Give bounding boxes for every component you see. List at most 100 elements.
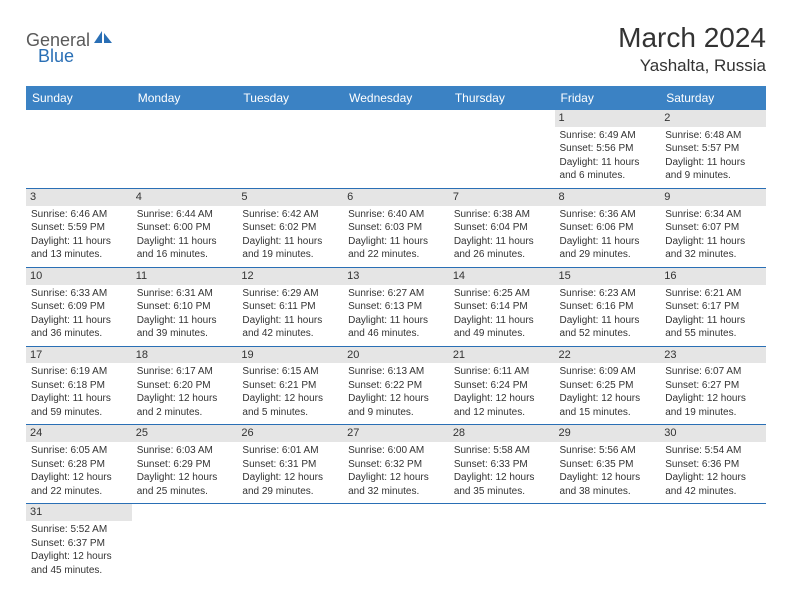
cell-line: and 35 minutes. (454, 485, 550, 499)
calendar-cell: 29Sunrise: 5:56 AMSunset: 6:35 PMDayligh… (555, 425, 661, 504)
cell-line: Daylight: 11 hours (348, 235, 444, 249)
cell-line: Sunrise: 6:38 AM (454, 208, 550, 222)
calendar-cell: 16Sunrise: 6:21 AMSunset: 6:17 PMDayligh… (660, 267, 766, 346)
calendar-cell: 26Sunrise: 6:01 AMSunset: 6:31 PMDayligh… (237, 425, 343, 504)
calendar-cell: 18Sunrise: 6:17 AMSunset: 6:20 PMDayligh… (132, 346, 238, 425)
cell-line: Sunset: 6:04 PM (454, 221, 550, 235)
cell-line: and 29 minutes. (242, 485, 338, 499)
day-number: 28 (449, 425, 555, 442)
cell-line: Sunrise: 6:29 AM (242, 287, 338, 301)
cell-line: Sunset: 6:24 PM (454, 379, 550, 393)
cell-line: Daylight: 12 hours (665, 392, 761, 406)
cell-line: Daylight: 11 hours (137, 314, 233, 328)
cell-line: Sunset: 6:09 PM (31, 300, 127, 314)
month-title: March 2024 (618, 22, 766, 54)
day-number: 3 (26, 189, 132, 206)
cell-line: Sunset: 6:32 PM (348, 458, 444, 472)
calendar-cell: 17Sunrise: 6:19 AMSunset: 6:18 PMDayligh… (26, 346, 132, 425)
cell-line: Sunset: 6:17 PM (665, 300, 761, 314)
calendar-cell: 6Sunrise: 6:40 AMSunset: 6:03 PMDaylight… (343, 188, 449, 267)
cell-line: Daylight: 11 hours (560, 156, 656, 170)
cell-line: Daylight: 11 hours (665, 235, 761, 249)
calendar-cell: 12Sunrise: 6:29 AMSunset: 6:11 PMDayligh… (237, 267, 343, 346)
cell-line: Sunrise: 6:44 AM (137, 208, 233, 222)
cell-line: and 32 minutes. (348, 485, 444, 499)
cell-line: Daylight: 12 hours (665, 471, 761, 485)
cell-line: and 32 minutes. (665, 248, 761, 262)
cell-line: and 45 minutes. (31, 564, 127, 578)
cell-line: Daylight: 12 hours (31, 550, 127, 564)
cell-line: Sunset: 6:37 PM (31, 537, 127, 551)
cell-line: and 59 minutes. (31, 406, 127, 420)
calendar-cell: 21Sunrise: 6:11 AMSunset: 6:24 PMDayligh… (449, 346, 555, 425)
cell-line: Daylight: 11 hours (242, 314, 338, 328)
cell-line: Sunrise: 6:03 AM (137, 444, 233, 458)
day-number: 26 (237, 425, 343, 442)
cell-line: Sunrise: 6:36 AM (560, 208, 656, 222)
cell-line: Sunrise: 5:54 AM (665, 444, 761, 458)
calendar-cell (26, 110, 132, 188)
cell-line: and 52 minutes. (560, 327, 656, 341)
cell-line: and 9 minutes. (665, 169, 761, 183)
day-number: 24 (26, 425, 132, 442)
day-number: 29 (555, 425, 661, 442)
cell-line: Daylight: 11 hours (665, 314, 761, 328)
calendar-cell: 3Sunrise: 6:46 AMSunset: 5:59 PMDaylight… (26, 188, 132, 267)
cell-line: Sunset: 6:00 PM (137, 221, 233, 235)
cell-line: Sunrise: 6:07 AM (665, 365, 761, 379)
cell-line: Daylight: 11 hours (454, 235, 550, 249)
cell-line: Daylight: 12 hours (242, 392, 338, 406)
cell-line: Daylight: 12 hours (454, 471, 550, 485)
calendar-cell: 24Sunrise: 6:05 AMSunset: 6:28 PMDayligh… (26, 425, 132, 504)
cell-line: Sunrise: 6:21 AM (665, 287, 761, 301)
day-number: 5 (237, 189, 343, 206)
cell-line: and 26 minutes. (454, 248, 550, 262)
cell-line: Sunrise: 6:05 AM (31, 444, 127, 458)
day-number: 7 (449, 189, 555, 206)
day-header: Sunday (26, 86, 132, 110)
cell-line: and 5 minutes. (242, 406, 338, 420)
cell-line: Sunset: 6:31 PM (242, 458, 338, 472)
day-number: 25 (132, 425, 238, 442)
logo-sail-icon (94, 30, 112, 49)
cell-line: and 42 minutes. (665, 485, 761, 499)
day-number: 23 (660, 347, 766, 364)
cell-line: Sunrise: 5:56 AM (560, 444, 656, 458)
cell-line: Sunrise: 6:23 AM (560, 287, 656, 301)
cell-line: Sunrise: 6:11 AM (454, 365, 550, 379)
cell-line: Sunset: 6:03 PM (348, 221, 444, 235)
cell-line: and 19 minutes. (665, 406, 761, 420)
calendar-cell (449, 504, 555, 582)
cell-line: Daylight: 12 hours (242, 471, 338, 485)
day-number: 4 (132, 189, 238, 206)
cell-line: Daylight: 11 hours (665, 156, 761, 170)
day-number: 12 (237, 268, 343, 285)
location: Yashalta, Russia (618, 56, 766, 76)
calendar-cell: 23Sunrise: 6:07 AMSunset: 6:27 PMDayligh… (660, 346, 766, 425)
cell-line: and 25 minutes. (137, 485, 233, 499)
cell-line: Sunrise: 6:33 AM (31, 287, 127, 301)
cell-line: Sunrise: 6:49 AM (560, 129, 656, 143)
day-number: 8 (555, 189, 661, 206)
cell-line: and 6 minutes. (560, 169, 656, 183)
day-number: 30 (660, 425, 766, 442)
cell-line: Sunrise: 6:48 AM (665, 129, 761, 143)
calendar-cell (132, 504, 238, 582)
calendar-cell: 4Sunrise: 6:44 AMSunset: 6:00 PMDaylight… (132, 188, 238, 267)
calendar-cell: 5Sunrise: 6:42 AMSunset: 6:02 PMDaylight… (237, 188, 343, 267)
cell-line: Sunset: 6:06 PM (560, 221, 656, 235)
day-number: 21 (449, 347, 555, 364)
cell-line: and 42 minutes. (242, 327, 338, 341)
cell-line: and 22 minutes. (348, 248, 444, 262)
cell-line: Daylight: 11 hours (560, 314, 656, 328)
cell-line: Daylight: 11 hours (31, 235, 127, 249)
cell-line: and 2 minutes. (137, 406, 233, 420)
calendar-cell: 27Sunrise: 6:00 AMSunset: 6:32 PMDayligh… (343, 425, 449, 504)
calendar-cell: 28Sunrise: 5:58 AMSunset: 6:33 PMDayligh… (449, 425, 555, 504)
day-number: 6 (343, 189, 449, 206)
cell-line: Daylight: 12 hours (348, 392, 444, 406)
cell-line: Sunrise: 5:52 AM (31, 523, 127, 537)
calendar-cell: 15Sunrise: 6:23 AMSunset: 6:16 PMDayligh… (555, 267, 661, 346)
cell-line: Sunset: 6:02 PM (242, 221, 338, 235)
cell-line: Daylight: 11 hours (31, 392, 127, 406)
